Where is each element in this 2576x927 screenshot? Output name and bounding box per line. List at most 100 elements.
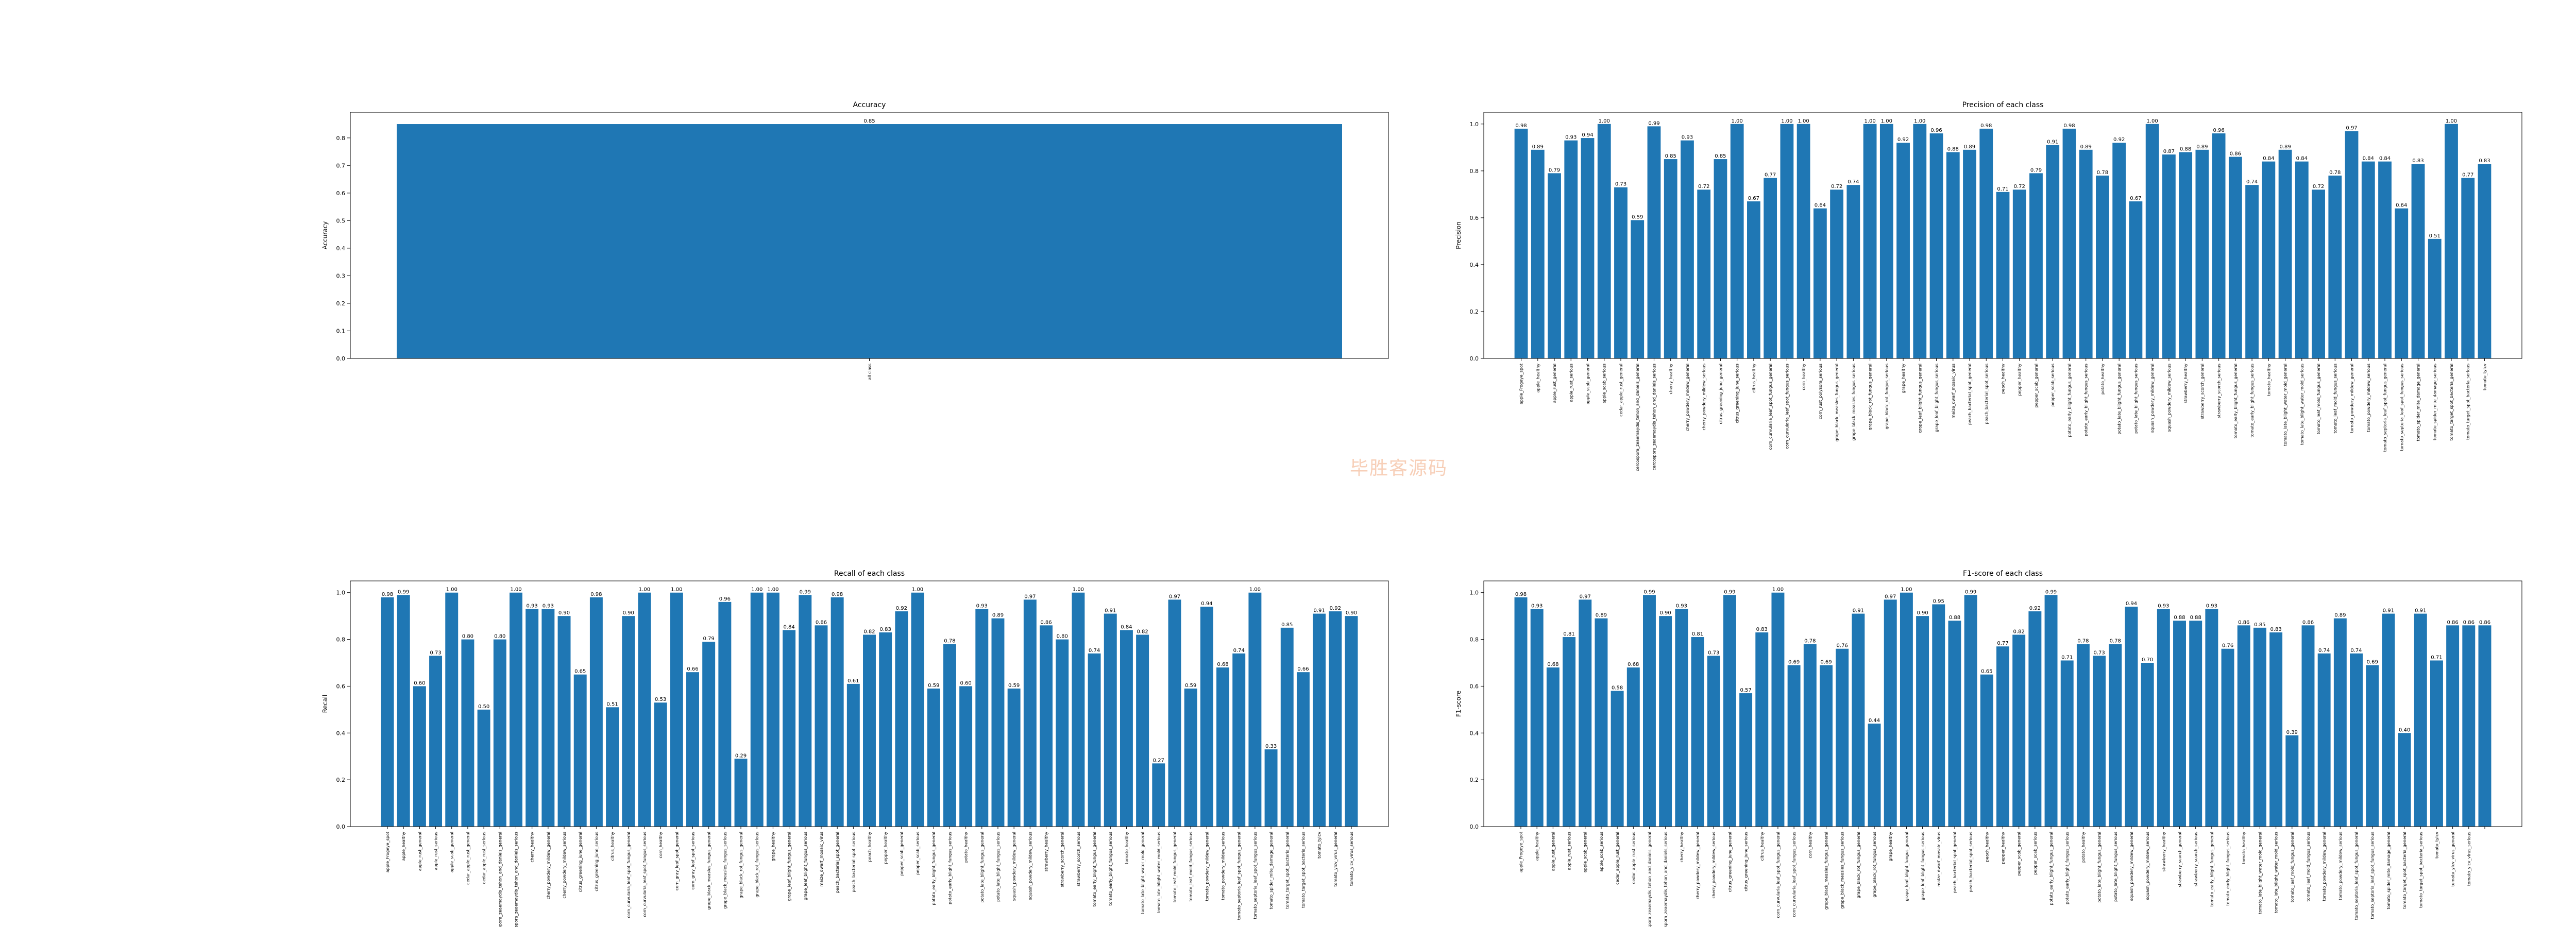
f1-score-bar xyxy=(1820,665,1833,827)
precision-bar-value-label: 0.79 xyxy=(1549,167,1560,173)
f1-score-bar-value-label: 0.86 xyxy=(2302,620,2314,625)
f1-score-x-tick-label: pepper_scab_serious xyxy=(2033,832,2038,875)
accuracy-y-tick-label: 0.1 xyxy=(336,328,346,334)
recall-x-tick-label: strawberry_scorch_serious xyxy=(1076,832,1081,886)
accuracy-x-tick-label: all class xyxy=(868,364,872,380)
precision-plot-frame xyxy=(1483,112,2522,359)
recall-x-tick-label: peach_bacterial_spot_general xyxy=(835,832,840,893)
recall-panel: Recall of each class Recall 0.0 0.2 0.4 0.6 0.… xyxy=(321,570,1389,927)
recall-bar xyxy=(1040,625,1053,827)
f1-score-bar xyxy=(1579,599,1592,827)
f1-score-x-tick-label: maize_dwarf_mosaic_virus xyxy=(1937,832,1941,887)
precision-x-tick-label: grape_black_rot_fungus_serious xyxy=(1885,364,1889,430)
accuracy-y-tick-label: 0.5 xyxy=(336,217,346,224)
f1-score-bar-value-label: 0.97 xyxy=(1580,594,1591,599)
precision-bar-value-label: 0.93 xyxy=(1565,135,1577,141)
f1-score-bar xyxy=(1916,616,1929,827)
recall-bar xyxy=(1056,639,1069,827)
recall-plot-frame xyxy=(350,580,1389,827)
f1-score-chart-title: F1-score of each class xyxy=(1963,570,2043,578)
f1-score-x-tick-label: strawberry_scorch_serious xyxy=(2194,832,2198,886)
recall-bar xyxy=(911,592,924,827)
precision-x-tick-label: apple_healthy xyxy=(1536,364,1540,393)
precision-bar xyxy=(1730,124,1744,358)
recall-y-axis-label: Recall xyxy=(321,695,329,713)
f1-score-bar xyxy=(2478,625,2492,827)
accuracy-bar-value-label: 0.85 xyxy=(863,118,875,124)
precision-x-tick-label: tomato_powdery_mildew_serious xyxy=(2366,364,2371,432)
precision-bar xyxy=(2179,152,2193,358)
accuracy-plot-frame xyxy=(350,112,1389,359)
precision-x-tick-label: grape_black_measles_fungus_serious xyxy=(1851,364,1856,441)
recall-bar-value-label: 1.00 xyxy=(1249,587,1261,593)
precision-bar xyxy=(2145,124,2159,358)
precision-x-tick-label: citrus_greening_june_serious xyxy=(1735,364,1740,423)
precision-bar xyxy=(2395,208,2409,358)
f1-score-bar-value-label: 0.89 xyxy=(1596,613,1607,619)
precision-bar xyxy=(1996,192,2010,358)
recall-bar-value-label: 0.85 xyxy=(1281,622,1293,628)
recall-bar xyxy=(895,611,908,827)
f1-score-x-tick-label: cercospora_zeaemaydis_tehon_and_daniels_… xyxy=(1647,832,1652,927)
f1-score-bar-value-label: 0.86 xyxy=(2463,620,2475,625)
f1-score-bar-value-label: 0.83 xyxy=(1756,627,1768,632)
f1-score-bar-value-label: 0.94 xyxy=(2126,601,2137,607)
recall-x-tick-label: peach_healthy xyxy=(868,832,872,862)
recall-x-tick-label: tomato_tylcv xyxy=(1317,832,1322,859)
f1-score-bar xyxy=(2462,625,2476,827)
precision-bar-value-label: 0.51 xyxy=(2429,233,2441,239)
f1-score-bar-value-label: 0.83 xyxy=(2270,627,2281,632)
recall-bar-value-label: 0.86 xyxy=(816,620,827,625)
recall-bar xyxy=(429,656,443,827)
precision-x-tick-label: apple_rust_general xyxy=(1552,364,1557,403)
f1-score-bar-value-label: 1.00 xyxy=(1901,587,1912,593)
precision-bar xyxy=(1780,124,1794,358)
precision-y-tick-label: 0.0 xyxy=(1470,355,1479,362)
precision-bar-value-label: 0.97 xyxy=(2346,125,2357,131)
f1-score-y-tick-label: 0.2 xyxy=(1470,777,1479,783)
recall-x-tick-label: cherry_powdery_mildew_serious xyxy=(562,832,567,899)
f1-score-bar-value-label: 0.78 xyxy=(1804,639,1816,644)
recall-bar-value-label: 0.68 xyxy=(1217,662,1228,667)
recall-x-tick-label: tomato_early_blight_fungus_general xyxy=(1092,832,1097,906)
f1-score-x-tick-label: tomato_septoria_leaf_spot_fungus_general xyxy=(2354,832,2359,920)
f1-score-bar xyxy=(2221,648,2234,827)
recall-bar xyxy=(1088,653,1101,827)
f1-score-bar-value-label: 0.97 xyxy=(1885,594,1896,599)
precision-bar xyxy=(2295,161,2309,358)
precision-bar xyxy=(1631,220,1645,358)
recall-bar xyxy=(541,609,555,827)
precision-y-tick-label: 0.8 xyxy=(1470,168,1479,175)
watermark-text: 毕胜客源码 xyxy=(1350,458,1448,479)
recall-bar xyxy=(1136,634,1149,827)
precision-x-tick-label: tomato_early_blight_fungus_general xyxy=(2233,364,2238,438)
recall-bar-value-label: 0.51 xyxy=(606,701,618,707)
f1-score-bar xyxy=(2269,632,2283,827)
recall-bar xyxy=(959,686,973,827)
recall-bar-value-label: 0.61 xyxy=(848,678,859,684)
f1-score-x-tick-label: pepper_scab_general xyxy=(2017,832,2022,876)
precision-bar xyxy=(1913,124,1927,358)
precision-bar xyxy=(1963,149,1976,358)
recall-y-tick-label: 1.0 xyxy=(336,590,346,596)
recall-bar-value-label: 1.00 xyxy=(510,587,521,593)
f1-score-bar xyxy=(2237,625,2250,827)
precision-y-tick-label: 0.4 xyxy=(1470,262,1479,268)
precision-bar xyxy=(2212,133,2226,358)
precision-x-tick-label: tomato_spider_mite_damage_general xyxy=(2416,364,2421,441)
recall-x-tick-label: peach_bacterial_spot_serious xyxy=(851,832,856,892)
precision-bar-value-label: 0.89 xyxy=(1532,144,1544,150)
recall-x-tick-label: tomato_powdery_mildew_serious xyxy=(1221,832,1226,900)
recall-bar-value-label: 0.66 xyxy=(1297,666,1309,672)
f1-score-bar-value-label: 0.77 xyxy=(1997,641,2008,646)
recall-bar xyxy=(1313,613,1326,827)
f1-score-bar xyxy=(1932,604,1945,827)
f1-score-x-tick-label: cercospora_zeaemaydis_tehon_and_daniels_… xyxy=(1664,832,1668,927)
recall-chart-title: Recall of each class xyxy=(834,570,905,578)
f1-score-bar-value-label: 0.78 xyxy=(2077,639,2089,644)
precision-bar-value-label: 0.86 xyxy=(2230,151,2241,157)
f1-score-x-tick-label: tomato_early_blight_fungus_general xyxy=(2210,832,2214,906)
f1-score-bar-value-label: 0.99 xyxy=(1965,589,1976,595)
f1-score-x-tick-label: potato_late_blight_fungus_general xyxy=(2097,832,2102,903)
